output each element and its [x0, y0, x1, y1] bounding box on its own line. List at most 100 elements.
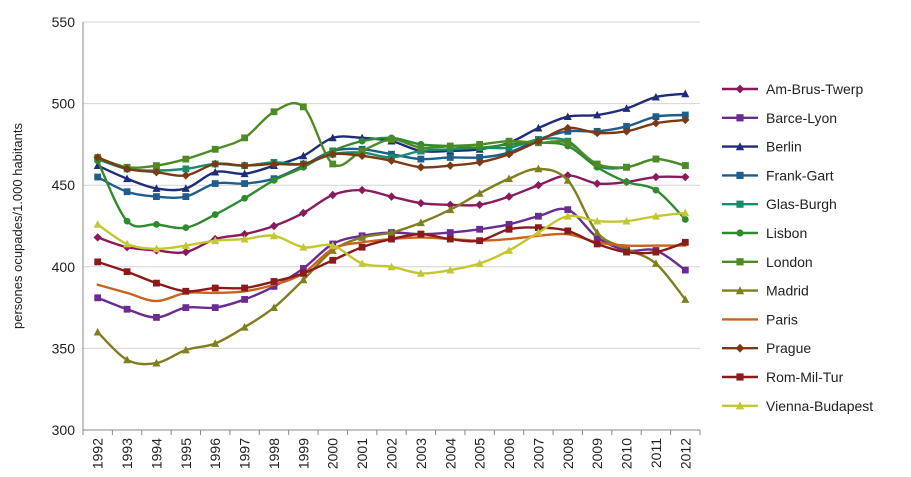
- legend-entry-vienna-budapest: Vienna-Budapest: [722, 398, 873, 414]
- legend-marker-madrid: [735, 286, 745, 295]
- data-point-rom-mil-tur-1997: [241, 284, 248, 292]
- data-point-am-brus-twerp-2003: [416, 198, 426, 208]
- data-point-frank-gart-2005: [476, 154, 484, 161]
- data-point-berlin-2011: [651, 92, 660, 101]
- legend-label-lisbon: Lisbon: [766, 225, 807, 241]
- data-point-vienna-budapest-1994: [152, 244, 161, 253]
- data-point-madrid-1998: [269, 303, 278, 311]
- data-point-rom-mil-tur-1994: [153, 279, 160, 287]
- data-point-madrid-1996: [211, 339, 220, 347]
- data-point-am-brus-twerp-1997: [240, 229, 249, 239]
- data-point-vienna-budapest-1993: [123, 239, 132, 248]
- data-point-vienna-budapest-1999: [299, 243, 308, 251]
- y-axis-title: persones ocupades/1.000 habitants: [10, 123, 25, 329]
- data-point-vienna-budapest-2008: [563, 212, 572, 220]
- data-point-london-2012: [681, 162, 689, 170]
- data-point-vienna-budapest-2011: [651, 212, 660, 220]
- legend-entry-glas-burgh: Glas-Burgh: [722, 196, 837, 212]
- x-tick-label: 1992: [90, 438, 106, 469]
- data-point-prague-1999: [299, 159, 308, 169]
- legend-entry-paris: Paris: [722, 311, 798, 327]
- x-tick-label: 1993: [119, 438, 135, 469]
- legend-marker-frank-gart: [736, 171, 744, 179]
- legend-label-glas-burgh: Glas-Burgh: [766, 196, 837, 212]
- data-point-frank-gart-1995: [182, 193, 190, 201]
- data-point-vienna-budapest-2000: [328, 241, 337, 249]
- legend-marker-berlin: [735, 142, 745, 151]
- data-point-prague-2004: [446, 161, 455, 170]
- x-tick-label: 1995: [178, 438, 194, 469]
- legend-label-am-brus-twerp: Am-Brus-Twerp: [766, 81, 863, 97]
- data-point-berlin-1994: [152, 184, 161, 192]
- legend-marker-glas-burgh: [736, 200, 744, 208]
- data-point-am-brus-twerp-1992: [93, 233, 102, 242]
- axes: [82, 22, 701, 435]
- data-point-lisbon-1998: [270, 176, 278, 184]
- data-point-rom-mil-tur-2009: [593, 240, 601, 248]
- data-point-frank-gart-1996: [211, 180, 219, 187]
- legend-label-rom-mil-tur: Rom-Mil-Tur: [766, 369, 844, 385]
- legend-entry-barce-lyon: Barce-Lyon: [722, 110, 837, 126]
- data-point-barce-lyon-1998: [270, 282, 278, 290]
- x-tick-label: 2005: [472, 438, 488, 469]
- legend-entry-berlin: Berlin: [722, 139, 802, 155]
- data-point-rom-mil-tur-2012: [681, 238, 689, 246]
- x-tick-label: 2007: [530, 438, 546, 469]
- data-point-frank-gart-2004: [446, 154, 454, 161]
- data-point-am-brus-twerp-1995: [181, 247, 191, 257]
- y-tick-label: 300: [52, 422, 76, 438]
- data-point-london-1999: [299, 103, 307, 111]
- data-point-prague-1994: [152, 167, 161, 177]
- legend-label-prague: Prague: [766, 340, 811, 356]
- data-point-vienna-budapest-2010: [622, 216, 631, 225]
- y-tick-labels: 300 350 400 450 500 550: [52, 14, 76, 438]
- data-point-prague-2006: [504, 149, 514, 159]
- data-point-rom-mil-tur-2006: [505, 225, 513, 233]
- data-point-berlin-2010: [622, 104, 631, 112]
- data-point-madrid-1995: [181, 345, 190, 354]
- data-point-lisbon-2012: [681, 216, 689, 223]
- data-point-prague-1998: [269, 159, 279, 169]
- data-point-madrid-2004: [446, 205, 455, 214]
- data-point-rom-mil-tur-1995: [182, 287, 190, 295]
- x-tick-label: 2004: [442, 438, 458, 469]
- data-point-barce-lyon-2008: [564, 206, 572, 214]
- data-point-vienna-budapest-1992: [93, 220, 102, 228]
- data-point-berlin-1997: [240, 169, 249, 178]
- data-point-vienna-budapest-2009: [593, 216, 602, 225]
- data-point-am-brus-twerp-2002: [387, 192, 396, 201]
- data-point-madrid-2011: [651, 259, 660, 267]
- data-point-vienna-budapest-1998: [269, 231, 278, 240]
- data-point-london-2003: [417, 144, 425, 152]
- data-point-london-1998: [270, 108, 278, 116]
- data-point-berlin-1993: [123, 174, 132, 183]
- data-point-madrid-2003: [416, 218, 425, 227]
- data-point-frank-gart-2003: [417, 155, 425, 163]
- legend-marker-prague: [735, 343, 745, 353]
- data-point-berlin-2007: [534, 123, 543, 132]
- legend-marker-am-brus-twerp: [735, 84, 745, 94]
- data-point-frank-gart-2011: [652, 113, 660, 121]
- data-point-rom-mil-tur-2005: [476, 237, 484, 245]
- data-point-rom-mil-tur-2000: [329, 256, 337, 264]
- data-point-vienna-budapest-2012: [681, 208, 690, 217]
- x-tick-label: 2011: [648, 438, 664, 468]
- x-tick-label: 2012: [677, 438, 693, 469]
- data-point-prague-2005: [475, 158, 484, 167]
- data-point-barce-lyon-2004: [446, 229, 454, 236]
- data-point-barce-lyon-2006: [505, 220, 513, 228]
- data-point-vienna-budapest-1997: [240, 234, 249, 243]
- data-point-berlin-1996: [211, 167, 220, 176]
- x-tick-label: 2002: [384, 438, 400, 469]
- legend: Am-Brus-Twerp Barce-Lyon Berlin Frank-Gart G…: [722, 81, 873, 414]
- data-point-barce-lyon-2009: [593, 234, 601, 241]
- data-point-prague-2011: [651, 118, 661, 128]
- x-tick-label: 1997: [237, 438, 253, 469]
- data-point-barce-lyon-1992: [94, 294, 102, 302]
- data-point-berlin-2009: [593, 110, 602, 119]
- data-point-rom-mil-tur-1996: [211, 284, 219, 292]
- data-point-vienna-budapest-1995: [181, 241, 190, 249]
- data-point-prague-2012: [681, 115, 690, 125]
- data-point-london-2002: [388, 136, 395, 143]
- data-point-barce-lyon-1993: [123, 305, 131, 313]
